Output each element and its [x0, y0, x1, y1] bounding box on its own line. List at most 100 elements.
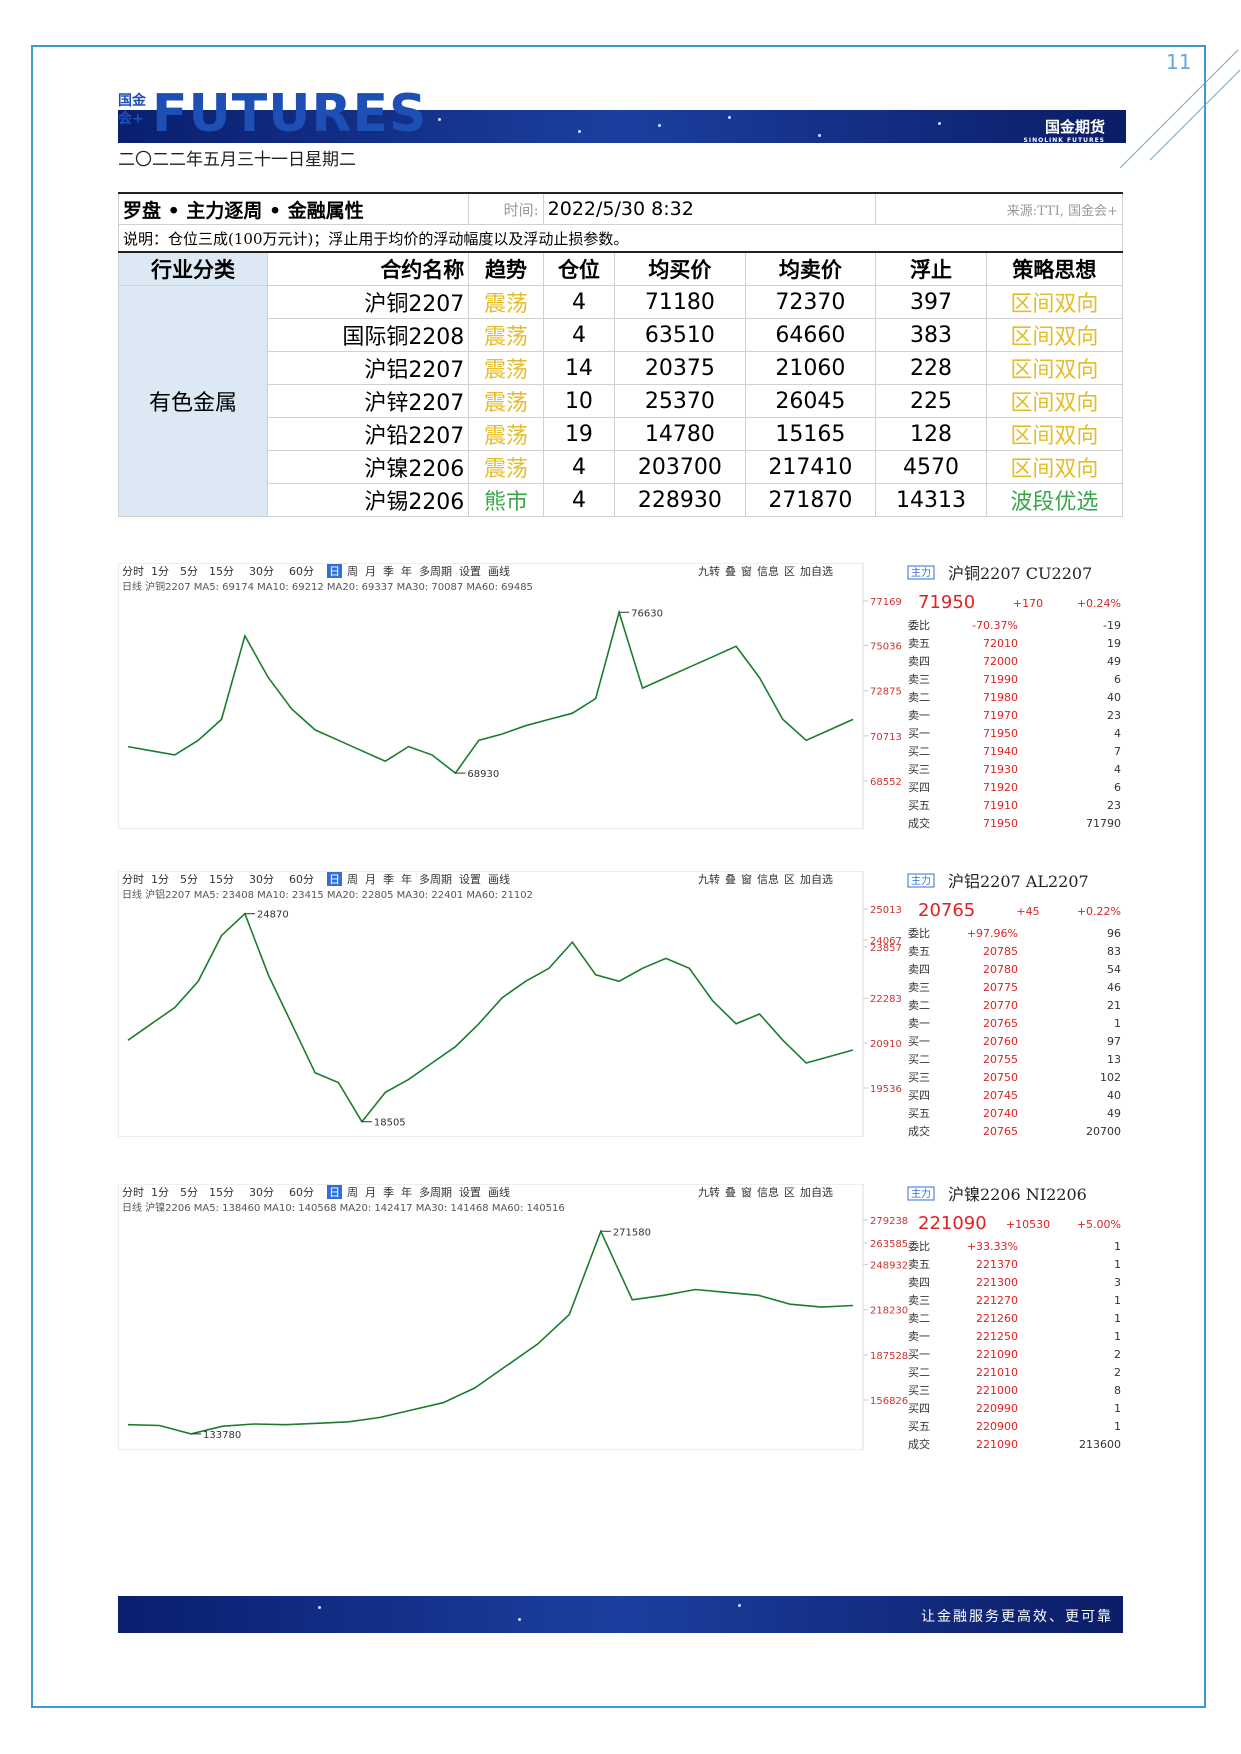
toolbar-item: 15分: [209, 565, 234, 578]
price-line: [127, 609, 854, 775]
column-header: 合约名称: [267, 251, 470, 286]
book-label: 卖一: [908, 1017, 930, 1030]
note: 说明：仓位三成(100万元计)；浮止用于均价的浮动幅度以及浮动止损参数。: [118, 224, 1123, 253]
change: +45: [1016, 905, 1039, 918]
time-label: 时间:: [468, 192, 544, 225]
book-label: 卖一: [908, 709, 930, 722]
book-label: 买四: [908, 781, 930, 794]
time: 2022/5/30 8:32: [542, 192, 877, 225]
book-volume: 4: [1114, 727, 1121, 740]
book-label: 买二: [908, 745, 930, 758]
stop: 128: [875, 417, 987, 451]
category: 有色金属: [117, 285, 269, 517]
change: +10530: [1006, 1218, 1050, 1231]
strategy: 区间双向: [985, 318, 1124, 352]
tool-item: 叠: [725, 873, 736, 886]
data-row: 有色金属 沪铜2207 震荡 4 71180 72370 397 区间双向: [117, 285, 1124, 517]
book-price: 221010: [976, 1366, 1018, 1379]
toolbar-item: 1分: [151, 1186, 169, 1199]
book-price: 20740: [983, 1107, 1018, 1120]
tool-item: 区: [784, 1186, 795, 1199]
book-price: 71950: [983, 727, 1018, 740]
page-number: 11: [1166, 50, 1192, 74]
tool-item: 叠: [725, 1186, 736, 1199]
toolbar-item: 1分: [151, 873, 169, 886]
sell: 72370: [744, 285, 877, 319]
ratio-label: 委比: [908, 1240, 930, 1253]
book-label: 卖四: [908, 963, 930, 976]
contract-name: 沪镍2206 NI2206: [948, 1185, 1087, 1204]
data-row: 沪铝2207 震荡 14 20375 21060 228 区间双向: [119, 351, 1124, 385]
book-label: 卖五: [908, 945, 930, 958]
y-tick-label: 24067: [870, 936, 902, 947]
trade-volume: 213600: [1079, 1438, 1121, 1450]
toolbar-item: 60分: [289, 1186, 314, 1199]
toolbar-item: 分时: [122, 1186, 144, 1199]
tool-item: 九转: [698, 872, 720, 886]
page-frame: [31, 45, 1206, 1708]
chart-area: [118, 871, 864, 1137]
book-volume: 21: [1107, 999, 1121, 1012]
ma-line: 日线 沪铜2207 MA5: 69174 MA10: 69212 MA20: 6…: [122, 580, 533, 593]
book-price: 220990: [976, 1402, 1018, 1415]
toolbar-item: 30分: [249, 565, 274, 578]
tool-item: 窗: [741, 1185, 752, 1199]
tool-item: 信息: [757, 872, 779, 886]
toolbar-item: 日: [329, 873, 340, 886]
note-row: 说明：仓位三成(100万元计)；浮止用于均价的浮动幅度以及浮动止损参数。: [118, 224, 1123, 253]
toolbar-item: 设置: [459, 873, 481, 886]
book-label: 买二: [908, 1366, 930, 1379]
source: 来源:TTI, 国金会+: [875, 192, 1123, 225]
trade-price: 221090: [976, 1438, 1018, 1450]
stop: 228: [875, 351, 987, 385]
contract: 沪铝2207: [267, 351, 470, 385]
footer-slogan: 让金融服务更高效、更可靠: [921, 1609, 1113, 1625]
position: 10: [542, 384, 616, 418]
book-volume: 102: [1100, 1071, 1121, 1084]
stop: 225: [875, 384, 987, 418]
book-volume: 23: [1107, 799, 1121, 812]
toolbar-item: 周: [347, 1186, 358, 1199]
book-price: 221370: [976, 1258, 1018, 1271]
buy: 20375: [614, 351, 746, 385]
ratio-label: 委比: [908, 619, 930, 632]
tag-box: [907, 873, 935, 888]
book-label: 卖二: [908, 691, 930, 704]
book-label: 买四: [908, 1089, 930, 1102]
title-row: 罗盘 • 主力逐周 • 金融属性 时间: 2022/5/30 8:32 来源:TTI,…: [117, 192, 1123, 225]
book-label: 买一: [908, 1035, 930, 1048]
contract: 国际铜2208: [267, 318, 470, 352]
contract: 沪镍2206: [267, 450, 470, 484]
y-tick-label: 77169: [870, 597, 902, 608]
book-volume: 46: [1107, 981, 1121, 994]
book-label: 买三: [908, 763, 930, 776]
tool-item: 窗: [741, 564, 752, 578]
strategy: 区间双向: [985, 417, 1124, 451]
y-tick-label: 248932: [870, 1261, 908, 1272]
book-volume: 54: [1107, 963, 1121, 976]
book-label: 买五: [908, 799, 930, 812]
book-label: 卖四: [908, 1276, 930, 1289]
book-volume: 2: [1114, 1348, 1121, 1361]
book-label: 卖二: [908, 1312, 930, 1325]
trend: 震荡: [468, 351, 544, 385]
y-tick-label: 22283: [870, 994, 902, 1005]
y-tick-label: 187528: [870, 1351, 908, 1362]
book-price: 72010: [983, 637, 1018, 650]
buy: 63510: [614, 318, 746, 352]
tool-item: 信息: [757, 564, 779, 578]
tool-item: 信息: [757, 1185, 779, 1199]
ratio-price: -70.37%: [972, 619, 1018, 632]
date: 二〇二二年五月三十一日星期二: [118, 150, 356, 170]
toolbar-active: [327, 872, 342, 886]
toolbar-item: 画线: [488, 1185, 510, 1199]
trade-label: 成交: [908, 1124, 930, 1137]
low-label: 18505: [374, 1118, 406, 1129]
high-label: 76630: [631, 608, 663, 619]
position: 14: [542, 351, 616, 385]
book-label: 卖三: [908, 981, 930, 994]
position: 4: [542, 450, 616, 484]
price-line: [127, 912, 854, 1124]
book-price: 20775: [983, 981, 1018, 994]
toolbar-item: 画线: [488, 564, 510, 578]
